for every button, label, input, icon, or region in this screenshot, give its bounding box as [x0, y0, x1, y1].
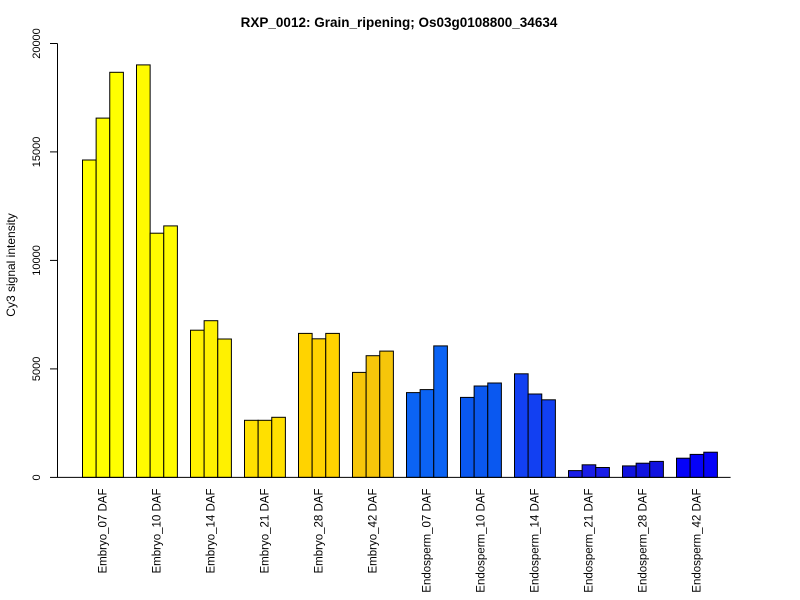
- svg-text:Cy3 signal intensity: Cy3 signal intensity: [4, 213, 18, 316]
- svg-text:Endosperm_21 DAF: Endosperm_21 DAF: [583, 489, 595, 593]
- svg-text:Embryo_14 DAF: Embryo_14 DAF: [205, 489, 217, 574]
- svg-text:Embryo_42 DAF: Embryo_42 DAF: [367, 489, 379, 574]
- svg-text:Embryo_28 DAF: Embryo_28 DAF: [313, 489, 325, 574]
- svg-text:Endosperm_10 DAF: Endosperm_10 DAF: [475, 489, 487, 593]
- svg-text:10000: 10000: [31, 245, 43, 276]
- svg-text:Endosperm_07 DAF: Endosperm_07 DAF: [421, 489, 433, 593]
- svg-text:Endosperm_14 DAF: Endosperm_14 DAF: [529, 489, 541, 593]
- svg-text:Embryo_21 DAF: Embryo_21 DAF: [259, 489, 271, 574]
- svg-text:0: 0: [31, 474, 43, 480]
- svg-text:5000: 5000: [31, 357, 43, 381]
- svg-text:Endosperm_28 DAF: Endosperm_28 DAF: [637, 489, 649, 593]
- svg-text:RXP_0012: Grain_ripening; Os03: RXP_0012: Grain_ripening; Os03g0108800_3…: [241, 15, 558, 30]
- svg-text:Embryo_07 DAF: Embryo_07 DAF: [97, 489, 109, 574]
- svg-text:20000: 20000: [31, 28, 43, 59]
- svg-text:15000: 15000: [31, 137, 43, 168]
- svg-text:Endosperm_42 DAF: Endosperm_42 DAF: [691, 489, 703, 593]
- svg-text:Embryo_10 DAF: Embryo_10 DAF: [151, 489, 163, 574]
